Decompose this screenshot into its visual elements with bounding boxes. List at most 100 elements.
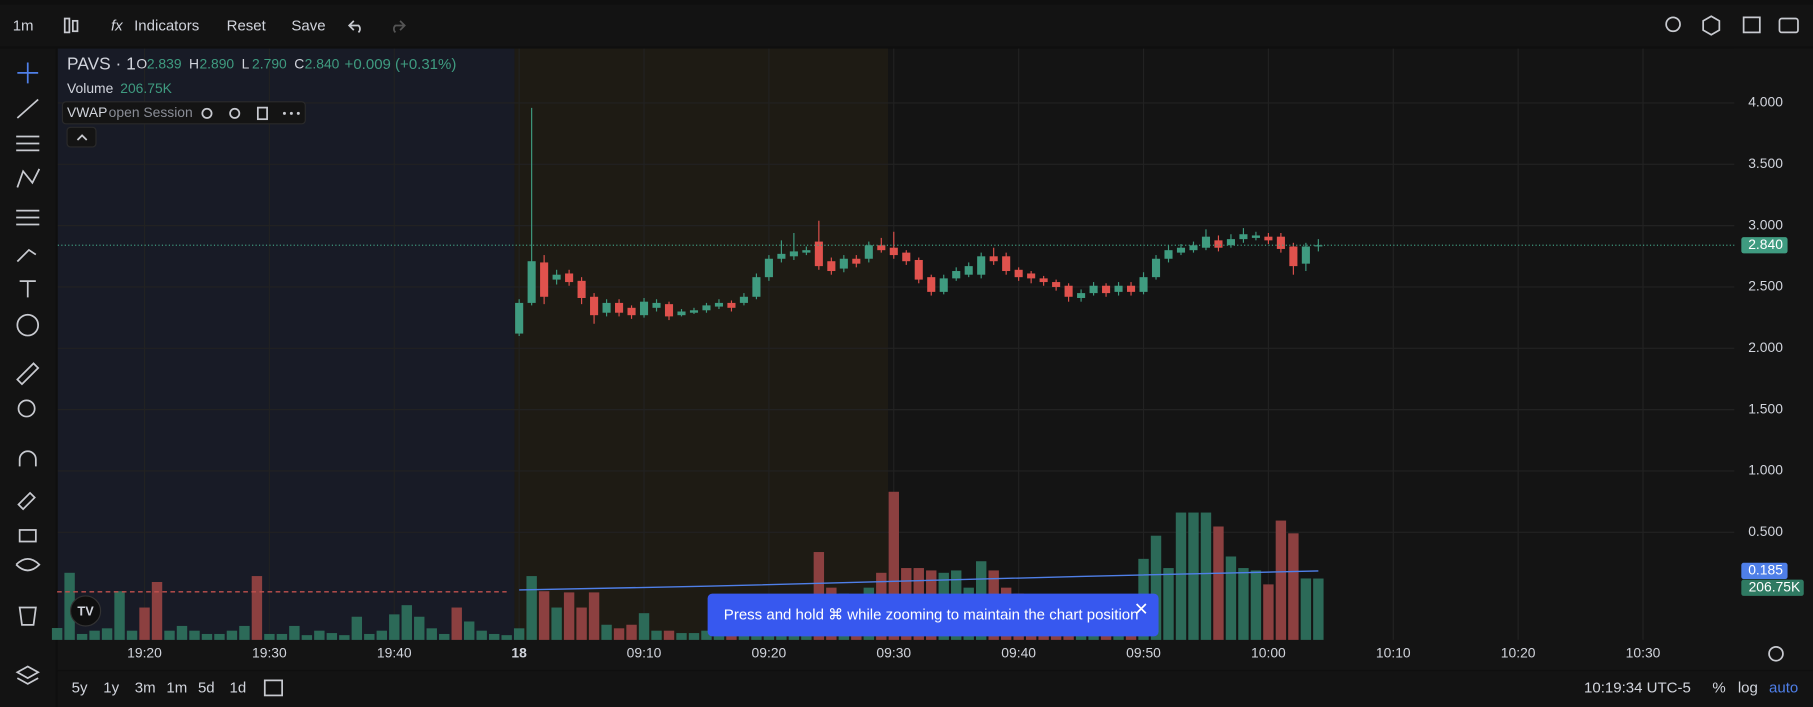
volume-bar [214, 633, 225, 640]
volume-bar [601, 624, 612, 640]
candle-body [1176, 247, 1186, 253]
auto-toggle[interactable]: auto [1769, 679, 1798, 696]
candle-body [639, 301, 649, 316]
candle-body [515, 302, 524, 334]
volume-bar [1288, 533, 1299, 640]
candle-body [702, 305, 711, 311]
x-tick-label: 19:40 [377, 644, 412, 660]
candle-body [602, 302, 611, 313]
change: +0.009 (+0.31%) [345, 56, 457, 73]
interval-button[interactable]: 1m [13, 18, 34, 35]
y-tick-label: 2.000 [1748, 339, 1783, 355]
indicator-actions[interactable] [201, 106, 300, 121]
volume-bar [426, 628, 437, 640]
volume-legend-label: Volume [67, 80, 114, 96]
volume-bar [1263, 584, 1274, 640]
redo-button[interactable] [393, 20, 406, 34]
range-button[interactable]: 1y [103, 679, 119, 696]
tv-logo[interactable] [69, 595, 102, 627]
volume-bar [576, 607, 587, 640]
candle-body [540, 262, 549, 297]
range-button[interactable]: 1m [166, 679, 187, 696]
x-tick-label: 10:20 [1501, 644, 1536, 660]
chart-type-button[interactable] [63, 17, 79, 34]
candle-body [1301, 246, 1310, 264]
volume-bar [239, 625, 250, 640]
ohlc-value: 2.890 [199, 55, 234, 71]
log-toggle[interactable]: log [1738, 679, 1758, 696]
volume-bar [414, 616, 425, 640]
volume-bar [101, 628, 113, 640]
y-tick-label: 1.000 [1748, 462, 1783, 478]
x-tick-label: 09:30 [876, 644, 911, 660]
toast [707, 593, 1159, 637]
candle-body [1064, 285, 1073, 297]
bottom-toolbar [57, 671, 1813, 707]
volume-bar [1300, 578, 1312, 640]
toast-text: Press and hold ⌘ while zooming to mainta… [724, 607, 1139, 624]
tv-logo-text: TV [77, 603, 94, 618]
axis-settings[interactable] [1768, 645, 1784, 662]
candle-body [1151, 258, 1161, 278]
drawing-tools[interactable] [15, 62, 41, 685]
volume-bar [89, 630, 100, 640]
x-tick-label: 10:10 [1376, 644, 1411, 660]
undo-button[interactable] [347, 20, 361, 34]
volume-bar [476, 630, 487, 640]
percent-toggle[interactable]: % [1712, 679, 1725, 696]
range-button[interactable]: 3m [135, 679, 156, 696]
volume-bar [538, 591, 550, 640]
candle-body [652, 302, 661, 308]
volume-bar [1225, 556, 1237, 640]
volume-bar [351, 616, 363, 640]
volume-bar [264, 633, 275, 640]
volume-bar [1238, 568, 1249, 640]
volume-bar [289, 625, 300, 640]
candle-body [577, 280, 586, 299]
volume-bar [64, 572, 75, 640]
toast-close[interactable] [1135, 603, 1147, 614]
volume-bar [688, 633, 700, 640]
goto-date[interactable] [263, 679, 283, 697]
volume-bar [76, 633, 88, 640]
x-tick-label: 10:30 [1626, 644, 1661, 660]
x-tick-label: 09:20 [752, 644, 787, 660]
top-toolbar [0, 4, 1813, 47]
volume-bar [1163, 568, 1174, 640]
ohlc-value: 2.790 [252, 55, 287, 71]
volume-bar [888, 491, 899, 640]
x-tick-label: 09:50 [1126, 644, 1161, 660]
candle-body [889, 247, 898, 256]
indicator-legend[interactable] [61, 101, 306, 125]
candle-body [627, 307, 636, 316]
candle-body [1126, 285, 1136, 292]
candle-body [1226, 239, 1235, 246]
range-button[interactable]: 1d [230, 679, 247, 696]
candle-body [789, 251, 798, 257]
save-button[interactable]: Save [291, 18, 325, 35]
range-button[interactable]: 5d [198, 679, 215, 696]
reset-button[interactable]: Reset [227, 18, 267, 35]
top-right-icons[interactable] [1665, 15, 1799, 36]
volume-bar [726, 633, 737, 640]
candle-body [590, 296, 599, 316]
candle-body [1201, 236, 1211, 248]
volume-bar [1200, 512, 1212, 640]
axes: 0.500 1.000 1.500 2.000 2.500 3.000 3.500 4.000… [127, 94, 1804, 660]
candle-body [1077, 293, 1086, 299]
range-button[interactable]: 5y [72, 679, 88, 696]
volume-bar [301, 635, 313, 640]
indicators-button[interactable]: Indicators [134, 18, 199, 35]
volume-bar [626, 624, 637, 640]
ohlc-value: 2.839 [147, 55, 182, 71]
candle-body [1289, 246, 1298, 267]
ohlc-key: H [189, 55, 199, 71]
volume-bar [164, 630, 175, 640]
indicators-icon[interactable]: fx [111, 18, 123, 35]
volume-bar [676, 633, 687, 640]
candle-body [565, 273, 574, 283]
volume-bar [314, 630, 325, 640]
candle-body [1039, 278, 1048, 283]
y-tick-label: 3.500 [1748, 155, 1783, 171]
volume-bar [339, 635, 350, 640]
